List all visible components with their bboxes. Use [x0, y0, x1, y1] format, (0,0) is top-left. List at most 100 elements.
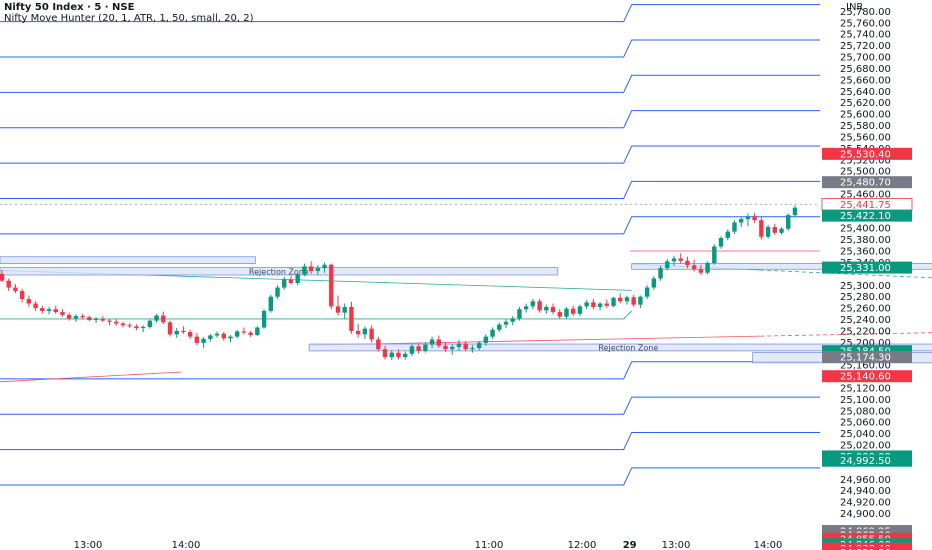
- level-line: [0, 180, 820, 200]
- candle-body: [6, 280, 11, 288]
- y-tick-label: 25,780.00: [840, 7, 891, 18]
- candle: [685, 256, 690, 269]
- candle: [154, 313, 159, 323]
- candle-body: [147, 320, 153, 327]
- candle-body: [671, 258, 677, 262]
- candle-body: [725, 231, 730, 238]
- candle: [335, 295, 341, 316]
- candle: [644, 285, 650, 299]
- candle-body: [631, 297, 636, 305]
- candle: [67, 312, 72, 321]
- candle: [6, 278, 11, 291]
- candle: [651, 276, 657, 290]
- candle-body: [73, 316, 79, 319]
- candle: [342, 303, 347, 319]
- price-tag: [822, 261, 912, 274]
- candle-body: [644, 287, 650, 297]
- candle: [450, 344, 455, 355]
- candle-body: [53, 309, 58, 313]
- candle-body: [698, 269, 704, 273]
- price-tag: [822, 350, 912, 363]
- candle: [571, 305, 576, 317]
- candle-body: [571, 308, 576, 314]
- candle-body: [120, 323, 126, 326]
- y-tick-label: 25,260.00: [840, 304, 891, 315]
- rejection-zone: [308, 343, 932, 352]
- symbol-title: Nifty 50 Index · 5 · NSE: [4, 2, 135, 13]
- candle: [752, 212, 757, 224]
- y-tick-label: 25,220.00: [840, 326, 891, 337]
- candle: [376, 336, 381, 352]
- candle-body: [550, 306, 556, 313]
- candle-body: [665, 261, 670, 269]
- candle: [476, 341, 482, 351]
- candle: [537, 298, 542, 313]
- candle-body: [302, 266, 307, 275]
- candle-body: [792, 207, 798, 216]
- candle-body: [355, 330, 361, 335]
- candle: [517, 306, 522, 321]
- level-line: [0, 396, 820, 415]
- candle-body: [87, 317, 92, 321]
- candle-body: [765, 227, 771, 237]
- candle: [409, 344, 415, 357]
- candle: [295, 272, 300, 286]
- y-tick-label: 25,520.00: [840, 155, 891, 166]
- y-tick-label: 25,240.00: [840, 315, 891, 326]
- candle-body: [201, 338, 206, 343]
- x-tick-label: 11:00: [475, 540, 504, 550]
- candle-body: [0, 273, 5, 281]
- candle: [26, 295, 32, 307]
- y-tick-label: 24,960.00: [840, 475, 891, 486]
- candle: [208, 333, 213, 342]
- candle-body: [40, 308, 45, 311]
- indicator-legend[interactable]: Nifty Move Hunter (20, 1, ATR, 1, 50, sm…: [4, 13, 254, 24]
- y-tick-label: 24,920.00: [840, 498, 891, 509]
- price-tag-label: 25,331.00: [840, 263, 891, 274]
- candle-body: [416, 346, 421, 351]
- candle-body: [181, 330, 186, 333]
- trendline: [0, 371, 182, 383]
- candle-body: [26, 298, 32, 304]
- y-tick-label: 25,580.00: [840, 121, 891, 132]
- candle: [759, 217, 764, 240]
- candle-body: [389, 352, 394, 358]
- candle-body: [208, 335, 213, 339]
- candle-body: [288, 279, 294, 283]
- price-tag: [822, 454, 912, 467]
- y-tick-label: 25,700.00: [840, 53, 891, 64]
- candle: [591, 298, 596, 310]
- candle-body: [463, 343, 468, 350]
- candle-body: [786, 215, 791, 229]
- candle: [308, 261, 314, 274]
- candle-body: [510, 318, 515, 322]
- candle-body: [584, 302, 589, 307]
- candle: [248, 330, 253, 338]
- candle: [423, 342, 428, 353]
- candle: [355, 324, 361, 338]
- price-tag: [822, 542, 912, 550]
- candle: [329, 263, 334, 310]
- candle-body: [658, 268, 663, 279]
- candle-body: [503, 321, 509, 325]
- candle-body: [33, 303, 38, 309]
- candle-body: [93, 318, 99, 321]
- price-tag-label: 24,992.50: [840, 456, 891, 467]
- candle: [739, 216, 744, 228]
- candle-body: [349, 306, 354, 331]
- candle: [302, 263, 307, 277]
- candle-body: [450, 346, 455, 350]
- candle: [557, 309, 562, 319]
- candle-body: [174, 330, 179, 335]
- candle: [698, 264, 704, 275]
- y-tick-label: 25,600.00: [840, 110, 891, 121]
- y-tick-label: 25,120.00: [840, 383, 891, 394]
- candle-body: [248, 332, 253, 335]
- candle: [349, 301, 354, 334]
- candle: [100, 316, 105, 322]
- candle: [765, 224, 771, 239]
- level-line: [0, 467, 820, 486]
- y-tick-label: 25,640.00: [840, 87, 891, 98]
- candle-body: [739, 219, 744, 223]
